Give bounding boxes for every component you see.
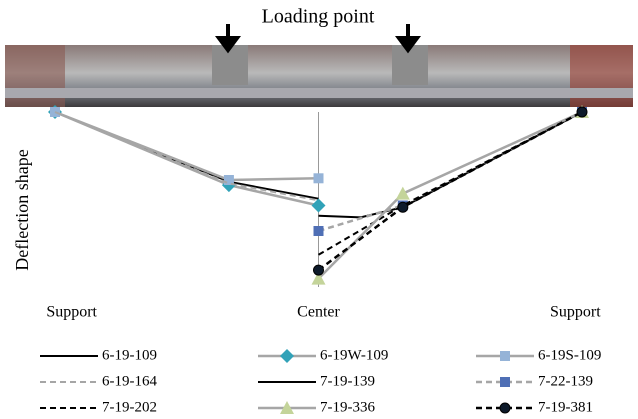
x-tick-label: Center — [297, 304, 340, 321]
series-line — [55, 112, 319, 199]
point — [312, 199, 326, 213]
series — [55, 112, 319, 200]
legend-label: 6-19-109 — [102, 347, 157, 363]
point — [577, 107, 587, 117]
point — [314, 226, 324, 236]
legend-label: 7-19-381 — [538, 399, 593, 415]
y-axis-label: Deflection shape — [12, 149, 32, 270]
point — [314, 173, 324, 183]
legend-label: 6-19W-109 — [320, 347, 388, 363]
legend-item: 7-19-202 — [40, 399, 157, 415]
legend-item: 7-19-139 — [258, 373, 375, 389]
point — [314, 265, 324, 275]
photo — [5, 45, 633, 107]
series-line — [319, 112, 583, 270]
legend-marker — [500, 403, 510, 413]
series-line — [55, 112, 319, 180]
legend-label: 7-19-336 — [320, 399, 375, 415]
series — [319, 112, 583, 217]
legend-marker — [280, 349, 294, 363]
legend-item: 6-19-109 — [40, 347, 157, 363]
legend-item: 6-19-164 — [40, 373, 157, 389]
legend-marker — [500, 377, 510, 387]
series — [312, 105, 590, 285]
legend-item: 7-19-336 — [258, 399, 375, 415]
chart-title: Loading point — [262, 6, 375, 28]
legend-label: 6-19S-109 — [538, 347, 601, 363]
point — [396, 187, 410, 200]
legend-label: 7-22-139 — [538, 373, 593, 389]
series-line — [55, 112, 319, 200]
legend-item: 6-19S-109 — [476, 347, 601, 363]
series-line — [319, 112, 583, 279]
series-line — [319, 112, 583, 217]
series — [55, 112, 319, 199]
chart: Loading point Deflection shape Support Ce… — [0, 0, 638, 419]
legend-label: 6-19-164 — [102, 373, 157, 389]
x-tick-label: Support — [46, 304, 97, 321]
series — [48, 105, 326, 213]
legend-item: 7-19-381 — [476, 399, 593, 415]
x-tick-label: Support — [550, 304, 601, 321]
legend-label: 7-19-139 — [320, 373, 375, 389]
legend-item: 6-19W-109 — [258, 347, 388, 363]
legend-marker — [500, 351, 510, 361]
series — [50, 107, 324, 185]
legend-label: 7-19-202 — [102, 399, 157, 415]
legend-item: 7-22-139 — [476, 373, 593, 389]
point — [398, 202, 408, 212]
